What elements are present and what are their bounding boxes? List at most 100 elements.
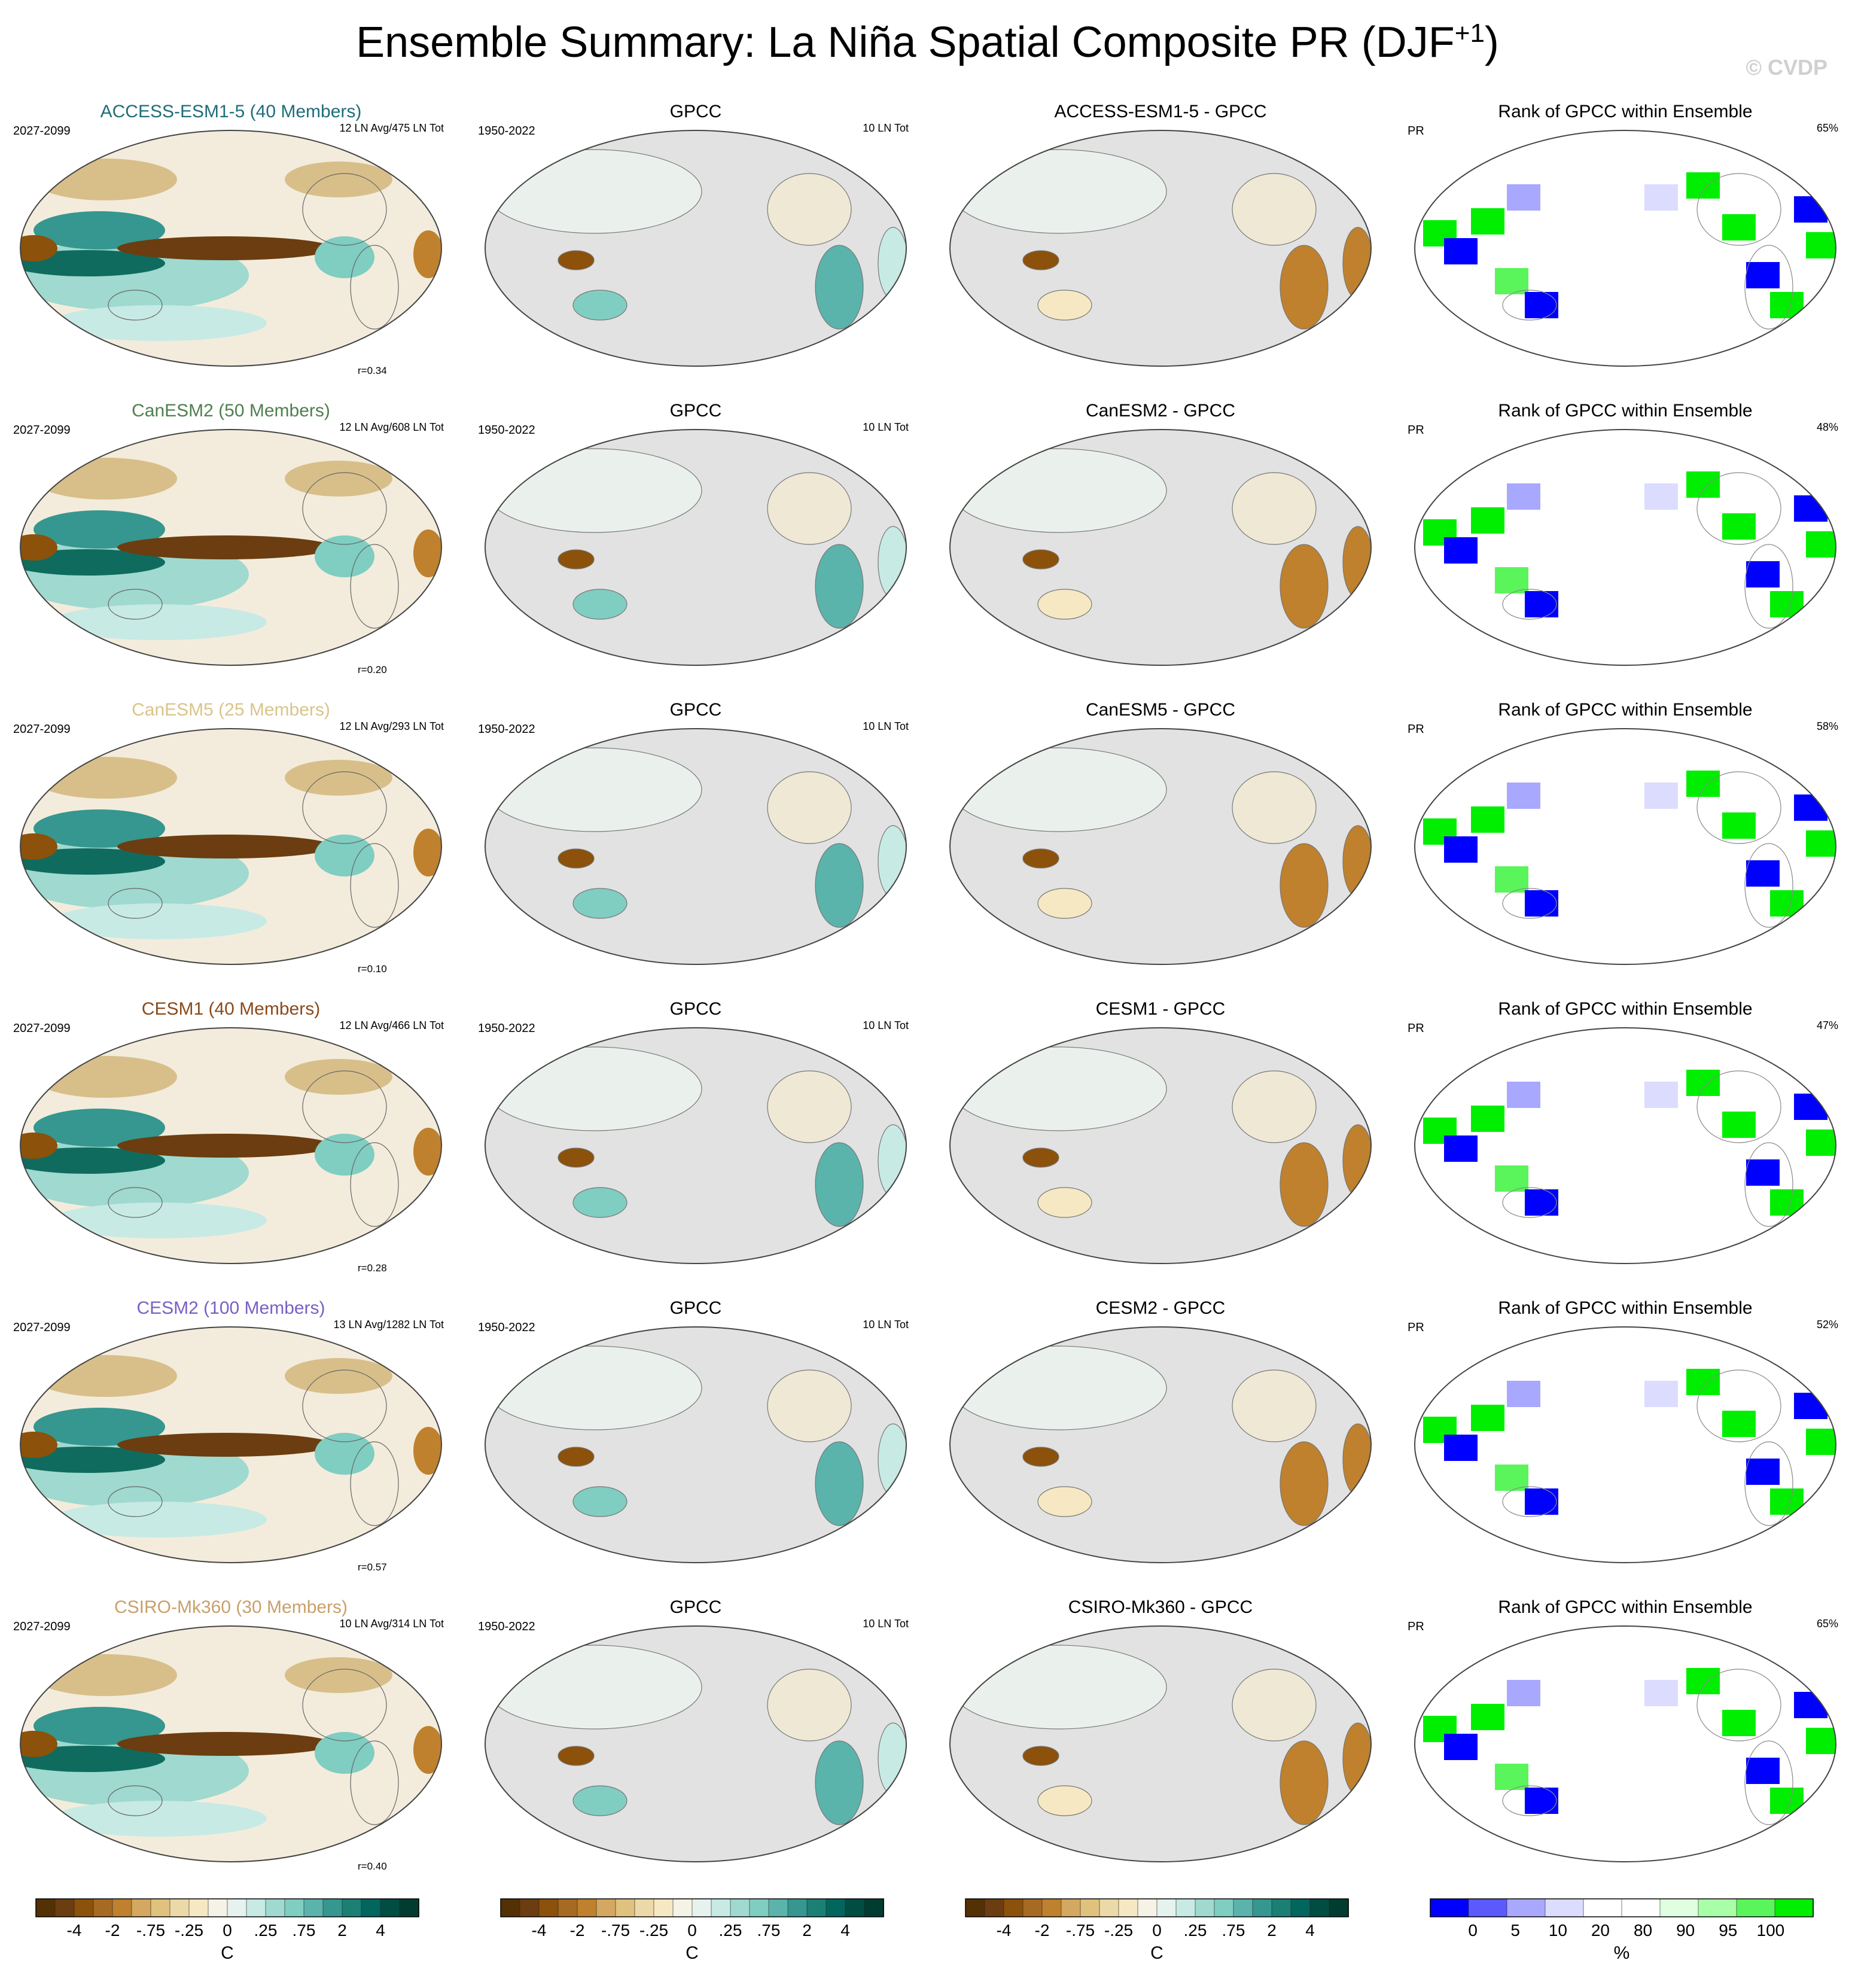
colorbar-swatch [1659,1898,1699,1917]
colorbar-swatch [1774,1898,1814,1917]
colorbar-swatch [1080,1898,1100,1917]
colorbar-swatch [399,1898,419,1917]
panel-title: ACCESS-ESM1-5 (40 Members) [100,102,362,121]
colorbar-tick-label: -.75 [601,1921,630,1940]
period-label: 1950-2022 [478,1321,535,1334]
period-label: 1950-2022 [478,424,535,437]
colorbar-swatch [806,1898,827,1917]
colorbar-swatch [1156,1898,1177,1917]
colorbar-tick-label: -.25 [175,1921,203,1940]
colorbar-tick-label: 0 [223,1921,232,1940]
map-panel-diff: CanESM5 - GPCC [939,700,1382,999]
colorbar-swatch [653,1898,674,1917]
map-panel-diff: CESM2 - GPCC [939,1298,1382,1597]
colorbar-swatch [1545,1898,1584,1917]
colorbar-tick-label: 2 [337,1921,347,1940]
map-panel-model: CESM2 (100 Members) 2027-2099 13 LN Avg/12… [10,1298,452,1597]
colorbar-tick-label: .25 [719,1921,742,1940]
colorbar-swatch [1175,1898,1196,1917]
colorbar-tick-label: -4 [67,1921,82,1940]
period-label: 2027-2099 [13,1321,71,1334]
panel-title: CanESM2 - GPCC [1085,401,1236,421]
colorbar-tick-label: 4 [840,1921,850,1940]
colorbar-tick-label: -2 [570,1921,585,1940]
colorbar-tick-label: 90 [1676,1921,1695,1940]
page-title: Ensemble Summary: La Niña Spatial Compos… [356,19,1499,66]
panel-grid: ACCESS-ESM1-5 (40 Members) 2027-2099 12 LN… [10,102,1846,1873]
colorbar-model: -4 -2 -.75 -.25 0 .25 .75 2 4 C [30,1896,425,1963]
rank-percent-label: 48% [1816,421,1838,433]
period-label: 2027-2099 [13,424,71,437]
map-panel-rank: Rank of GPCC within Ensemble PR 47% [1404,999,1847,1298]
panel-title: GPCC [669,401,722,421]
colorbar-swatch [112,1898,132,1917]
colorbar-tick-label: 100 [1757,1921,1785,1940]
panel-title: GPCC [669,1298,722,1318]
pattern-correlation-label: r=0.10 [358,963,387,975]
panel-title: CESM2 (100 Members) [136,1298,325,1318]
map-panel-obs: GPCC 1950-2022 10 LN Tot [474,401,917,700]
rank-map [1414,129,1837,367]
obs-map [484,727,907,966]
panel-title: Rank of GPCC within Ensemble [1498,1298,1753,1318]
ln-count-label: 10 LN Avg/314 LN Tot [339,1618,444,1630]
period-label: 1950-2022 [478,723,535,736]
variable-label: PR [1408,723,1424,736]
panel-title: GPCC [669,102,722,121]
colorbar-swatch [1329,1898,1349,1917]
colorbar-swatch [188,1898,209,1917]
model-map [19,727,443,966]
ln-count-label: 12 LN Avg/293 LN Tot [339,720,444,732]
map-panel-model: CanESM2 (50 Members) 2027-2099 12 LN Avg/6… [10,401,452,700]
colorbar-swatch [615,1898,635,1917]
diff-map [949,428,1372,666]
map-panel-obs: GPCC 1950-2022 10 LN Tot [474,700,917,999]
colorbar-tick-label: 0 [1468,1921,1478,1940]
panel-title: CanESM2 (50 Members) [132,401,330,421]
ln-count-label: 10 LN Tot [863,421,909,433]
panel-title: CanESM5 - GPCC [1085,700,1236,720]
colorbar-swatch [303,1898,324,1917]
colorbar-swatch [749,1898,769,1917]
colorbar-swatch [150,1898,170,1917]
model-map [19,428,443,666]
colorbar-tick-label: -2 [105,1921,120,1940]
map-panel-rank: Rank of GPCC within Ensemble PR 52% [1404,1298,1847,1597]
colorbar-unit: C [686,1943,699,1963]
panel-title: CanESM5 (25 Members) [132,700,330,720]
variable-label: PR [1408,1022,1424,1035]
colorbar-swatch [93,1898,113,1917]
rank-percent-label: 52% [1816,1319,1838,1331]
ln-count-label: 10 LN Tot [863,720,909,732]
colorbar-rank: 0 5 10 20 80 90 95 100 % [1424,1896,1819,1963]
colorbar-swatch [864,1898,884,1917]
colorbar-swatch [284,1898,304,1917]
colorbar-swatch [1252,1898,1272,1917]
colorbar-swatch [577,1898,597,1917]
colorbar-tick-label: 95 [1719,1921,1737,1940]
colorbar-tick-label: .25 [254,1921,278,1940]
colorbar-tick-label: 5 [1510,1921,1520,1940]
colorbar-swatch [1118,1898,1138,1917]
map-panel-obs: GPCC 1950-2022 10 LN Tot [474,1597,917,1896]
map-panel-diff: CSIRO-Mk360 - GPCC [939,1597,1382,1896]
colorbar-swatch [1195,1898,1215,1917]
panel-title: CESM1 - GPCC [1095,999,1226,1019]
colorbar-swatch [208,1898,228,1917]
panel-title: Rank of GPCC within Ensemble [1498,401,1753,421]
period-label: 2027-2099 [13,1022,71,1035]
colorbar-unit: % [1613,1943,1630,1963]
cvdp-watermark: © CVDP [1746,55,1827,80]
model-map [19,1625,443,1863]
period-label: 2027-2099 [13,1620,71,1633]
colorbar-swatch [361,1898,381,1917]
model-map [19,129,443,367]
obs-map [484,129,907,367]
ln-count-label: 12 LN Avg/466 LN Tot [339,1019,444,1031]
colorbar-swatch [74,1898,94,1917]
map-panel-diff: CESM1 - GPCC [939,999,1382,1298]
rank-percent-label: 58% [1816,720,1838,732]
map-panel-model: CanESM5 (25 Members) 2027-2099 12 LN Avg/2… [10,700,452,999]
colorbar-tick-label: 2 [802,1921,812,1940]
colorbar-swatch [500,1898,520,1917]
